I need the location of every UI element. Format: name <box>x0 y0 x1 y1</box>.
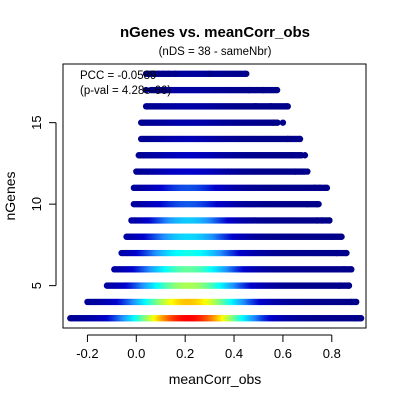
data-point <box>313 217 321 224</box>
y-tick-label: 5 <box>29 282 44 289</box>
x-tick-label: 0.2 <box>176 346 194 361</box>
data-point <box>273 86 281 94</box>
chart-subtitle: (nDS = 38 - sameNbr) <box>159 46 272 58</box>
x-tick-label: 0.6 <box>274 346 292 361</box>
data-point <box>274 119 281 126</box>
data-point <box>357 315 365 322</box>
data-point <box>333 249 340 257</box>
data-point <box>267 103 274 110</box>
data-point <box>338 233 345 240</box>
data-point <box>252 103 260 110</box>
data-point <box>155 70 162 77</box>
x-tick-label: 0.8 <box>323 346 341 361</box>
data-point <box>245 86 252 94</box>
data-point <box>159 70 167 77</box>
x-tick-label: -0.2 <box>76 346 98 361</box>
data-point <box>340 266 348 273</box>
data-point <box>164 70 172 77</box>
data-point <box>243 70 250 77</box>
plot-frame <box>62 63 367 329</box>
data-point <box>147 70 155 77</box>
pcc-annotation: PCC = -0.0589 <box>80 70 156 82</box>
data-point <box>296 135 304 143</box>
data-point <box>318 217 326 224</box>
data-points <box>67 70 365 322</box>
data-point <box>260 86 267 94</box>
data-point <box>348 298 355 306</box>
data-point <box>279 119 287 126</box>
data-point <box>353 298 360 306</box>
x-axis: -0.2 0.0 0.2 0.4 0.6 0.8 <box>76 334 341 361</box>
data-point <box>343 249 350 257</box>
data-point <box>301 152 309 159</box>
data-point <box>289 152 296 159</box>
data-point <box>142 86 150 94</box>
data-point <box>284 103 292 110</box>
data-point <box>206 70 213 77</box>
y-tick-label: 15 <box>29 115 44 129</box>
chart-title: nGenes vs. meanCorr_obs <box>120 24 310 41</box>
data-point <box>172 70 179 77</box>
data-point <box>291 168 299 175</box>
y-axis: 5 10 15 <box>29 115 57 289</box>
data-point <box>304 168 311 175</box>
data-point <box>328 233 335 240</box>
data-point <box>345 282 353 289</box>
data-point <box>269 119 277 126</box>
x-tick-label: 0.0 <box>127 346 145 361</box>
data-point <box>323 184 331 192</box>
y-axis-label: nGenes <box>2 171 18 220</box>
data-point <box>284 135 292 143</box>
data-point <box>353 315 360 322</box>
x-tick-label: 0.4 <box>225 346 243 361</box>
data-point <box>316 184 323 192</box>
x-axis-label: meanCorr_obs <box>169 371 262 387</box>
data-point <box>348 266 355 273</box>
data-point <box>313 200 321 208</box>
data-point <box>304 200 311 208</box>
data-point <box>326 217 333 224</box>
data-point <box>335 282 343 289</box>
data-point <box>311 184 318 192</box>
y-tick-label: 10 <box>29 197 44 211</box>
pval-annotation: (p-val = 4.28e-66) <box>80 85 171 97</box>
